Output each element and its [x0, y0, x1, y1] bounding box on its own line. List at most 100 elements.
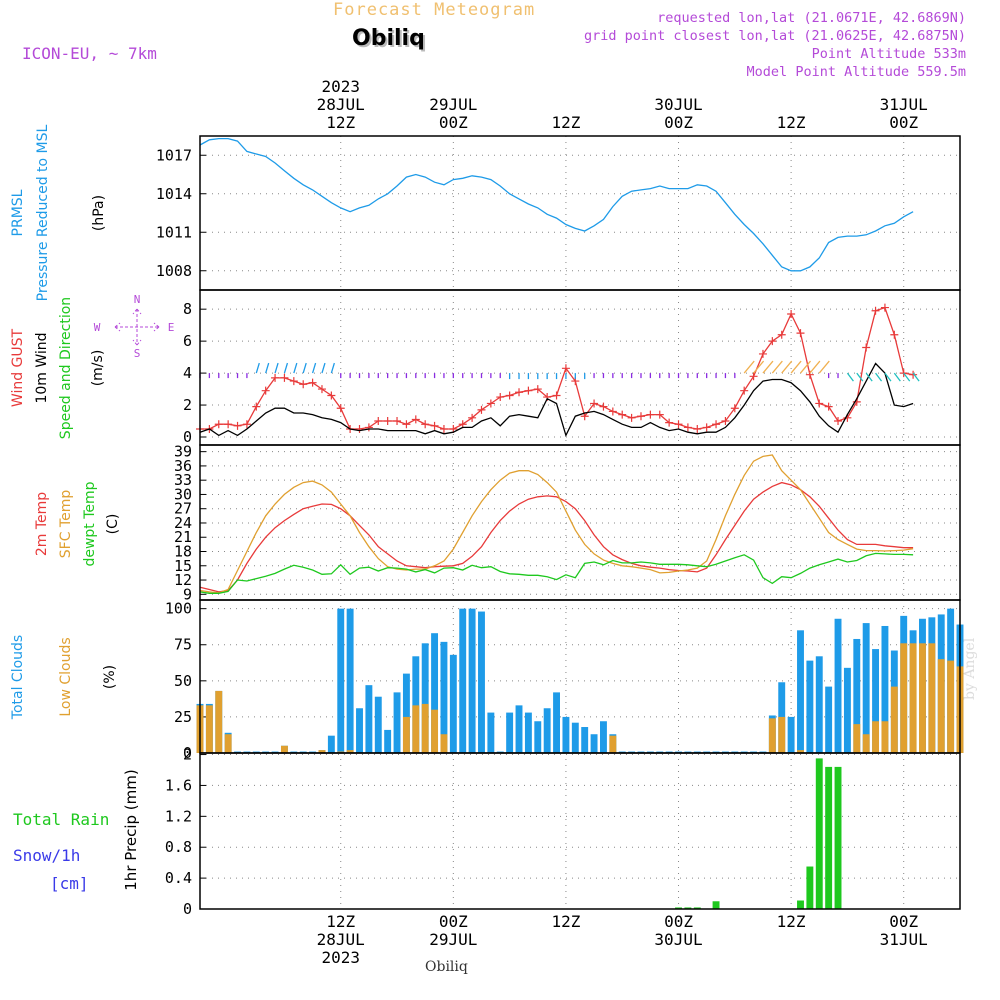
y-tick-label-pressure: 1008: [156, 262, 192, 280]
point-altitude: Point Altitude 533m: [811, 46, 966, 62]
gust-marker: [815, 399, 824, 408]
bar-total-clouds: [543, 708, 551, 753]
bar-low-clouds: [900, 643, 908, 753]
bar-total-clouds: [515, 705, 523, 753]
gust-marker: [834, 417, 843, 426]
gust-marker: [289, 377, 298, 386]
gust-marker: [890, 330, 899, 339]
y-tick-label-pressure: 1017: [156, 146, 192, 164]
y-tick-label-precip: 0.8: [165, 838, 192, 856]
panel-label-temperature: dewpt Temp: [82, 481, 98, 566]
bar-total-clouds: [327, 735, 335, 753]
bottom-time-label: 12Z: [551, 912, 580, 931]
bar-low-clouds: [768, 718, 776, 753]
bar-total-clouds: [787, 716, 795, 753]
panel-label-clouds: Total Clouds: [10, 635, 26, 720]
wind-barb: [274, 362, 279, 374]
station-title: Obiliq: [352, 26, 425, 51]
bottom-time-label: 00Z: [889, 912, 918, 931]
y-tick-label-wind: 2: [183, 396, 192, 414]
bar-low-clouds: [402, 716, 410, 753]
bar-low-clouds: [872, 721, 880, 753]
wind-barb: [856, 372, 864, 382]
bar-low-clouds: [862, 734, 870, 753]
gust-marker: [862, 343, 871, 352]
gust-marker: [533, 385, 542, 394]
wind-barb: [884, 372, 892, 382]
gust-marker: [411, 415, 420, 424]
wind-barb: [846, 372, 854, 382]
bar-total-clouds: [553, 692, 560, 753]
compass-s: S: [134, 347, 141, 360]
panel-label-wind: Wind GUST: [10, 328, 26, 407]
gust-marker: [824, 402, 833, 411]
bar-total-clouds: [872, 649, 880, 753]
series-sfc-temp: [199, 454, 914, 594]
y-tick-label-temperature: 9: [183, 585, 192, 603]
top-time-label: 12Z: [777, 113, 806, 132]
gust-marker: [646, 410, 655, 419]
bar-low-clouds: [937, 659, 945, 753]
bar-total-rain: [675, 907, 682, 909]
panel-label-wind: Speed and Direction: [58, 297, 74, 439]
gust-marker: [214, 420, 223, 429]
bar-total-clouds: [421, 643, 429, 753]
wind-barb: [293, 362, 298, 374]
bar-total-clouds: [356, 708, 363, 753]
precip-snow-label: Snow/1h: [13, 846, 80, 865]
bar-low-clouds: [318, 750, 326, 753]
bottom-time-label: 28JUL: [317, 930, 365, 949]
wind-barb: [265, 362, 270, 374]
gust-marker: [712, 420, 721, 429]
wind-barb: [743, 360, 755, 374]
gust-marker: [749, 372, 758, 381]
y-tick-label-temperature: 39: [174, 443, 192, 461]
bar-total-clouds: [337, 608, 345, 753]
y-tick-label-pressure: 1014: [156, 185, 192, 203]
gust-marker: [261, 386, 270, 395]
wind-barb: [302, 362, 307, 374]
bar-low-clouds: [797, 750, 804, 753]
bar-low-clouds: [853, 724, 861, 753]
y-tick-label-temperature: 15: [174, 557, 192, 575]
gust-marker: [439, 425, 448, 434]
y-tick-label-temperature: 18: [174, 543, 192, 561]
bar-total-clouds: [806, 660, 814, 753]
wind-barb: [865, 372, 873, 382]
bar-total-clouds: [590, 734, 598, 753]
bar-total-clouds: [365, 685, 373, 753]
gust-marker: [355, 425, 364, 434]
gust-marker: [674, 420, 683, 429]
y-tick-label-temperature: 30: [174, 485, 192, 503]
gust-marker: [702, 423, 711, 432]
gust-marker: [233, 421, 242, 430]
gust-marker: [627, 413, 636, 422]
bar-total-clouds: [534, 721, 542, 753]
y-tick-label-temperature: 12: [174, 571, 192, 589]
wind-barb: [781, 360, 793, 374]
precip-unit-label: [cm]: [50, 874, 89, 893]
y-tick-label-temperature: 21: [174, 528, 192, 546]
top-time-label: 00Z: [664, 113, 693, 132]
panel-label-pressure: Pressure Reduced to MSL: [35, 124, 51, 301]
bar-total-clouds: [440, 641, 448, 753]
gust-marker: [768, 337, 777, 346]
y-tick-label-clouds: 0: [183, 744, 192, 762]
bar-low-clouds: [346, 750, 354, 753]
precip-rain-label: Total Rain: [13, 810, 109, 829]
bar-total-clouds: [600, 721, 607, 753]
bar-total-rain: [797, 900, 804, 909]
bar-low-clouds: [280, 745, 288, 753]
gust-marker: [805, 370, 814, 379]
wind-barb: [875, 372, 883, 382]
bar-total-clouds: [431, 633, 439, 753]
compass-e: E: [168, 321, 175, 334]
y-tick-label-clouds: 25: [174, 708, 192, 726]
gust-marker: [252, 402, 261, 411]
y-tick-label-temperature: 24: [174, 514, 192, 532]
bottom-time-label: 30JUL: [654, 930, 702, 949]
gust-marker: [665, 418, 674, 427]
gust-marker: [552, 391, 561, 400]
y-tick-label-precip: 1.6: [165, 776, 192, 794]
bar-low-clouds: [778, 716, 786, 753]
